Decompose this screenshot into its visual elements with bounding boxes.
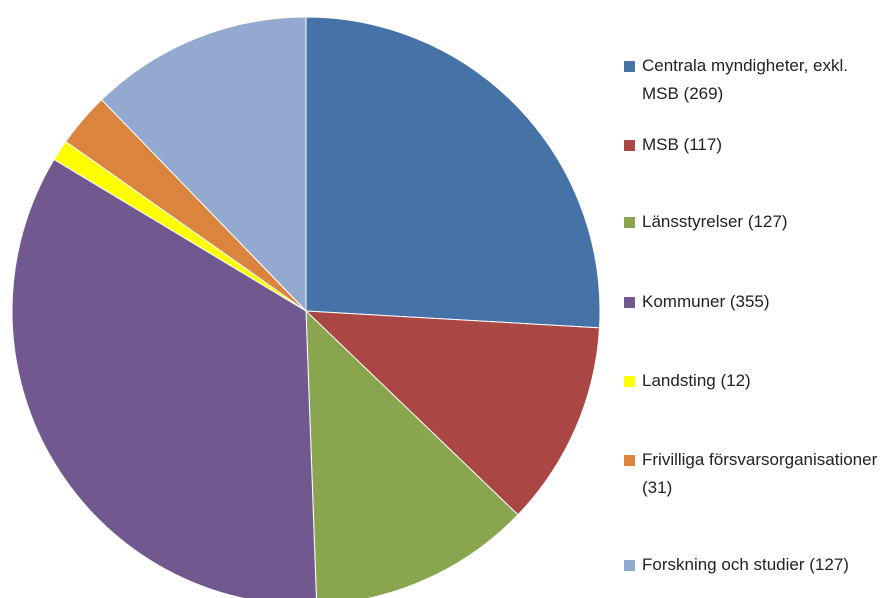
legend-swatch — [624, 560, 635, 571]
legend-label: Centrala myndigheter, exkl. MSB (269) — [642, 56, 848, 103]
legend-item: Centrala myndigheter, exkl. MSB (269) — [624, 52, 886, 108]
legend-swatch — [624, 455, 635, 466]
pie-slice — [304, 310, 601, 516]
legend-item: Frivilliga försvarsorganisationer (31) — [624, 446, 886, 502]
legend-item: Länsstyrelser (127) — [624, 208, 886, 236]
legend-swatch — [624, 61, 635, 72]
legend-item: MSB (117) — [624, 131, 886, 159]
legend-swatch — [624, 297, 635, 308]
legend-label: Frivilliga försvarsorganisationer (31) — [642, 450, 878, 497]
legend-label: Landsting (12) — [642, 371, 751, 390]
pie-slice — [305, 309, 519, 598]
legend-label: MSB (117) — [642, 135, 722, 154]
pie-slice — [305, 16, 601, 329]
legend-swatch — [624, 140, 635, 151]
pie-slice — [11, 158, 317, 598]
legend-item: Kommuner (355) — [624, 288, 886, 316]
pie-slice — [100, 16, 307, 313]
legend-label: Kommuner (355) — [642, 292, 770, 311]
legend-swatch — [624, 217, 635, 228]
legend-item: Forskning och studier (127) — [624, 551, 886, 579]
legend-item: Landsting (12) — [624, 367, 886, 395]
legend-label: Länsstyrelser (127) — [642, 212, 788, 231]
legend-label: Forskning och studier (127) — [642, 555, 849, 574]
legend-swatch — [624, 376, 635, 387]
